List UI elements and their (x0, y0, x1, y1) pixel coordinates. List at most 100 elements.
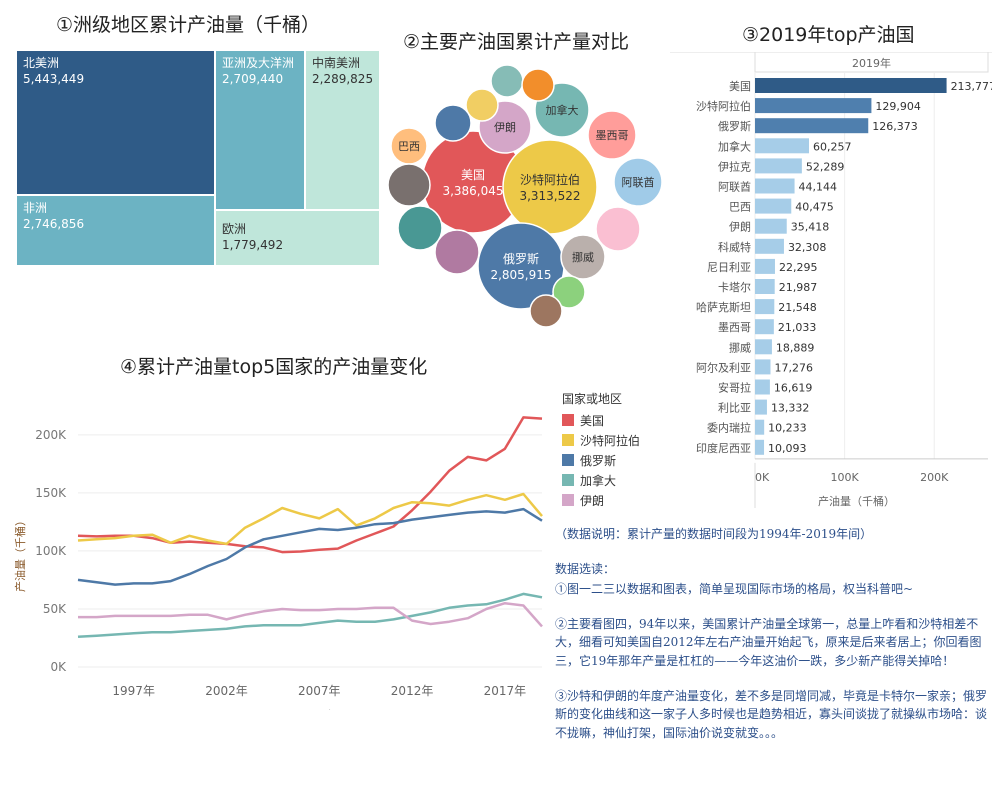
bar-15[interactable] (755, 359, 771, 375)
legend-swatch (562, 494, 574, 506)
bar-19[interactable] (755, 439, 765, 455)
x-tick-label: 200K (920, 471, 949, 484)
legend-title: 国家或地区 (562, 392, 623, 406)
legend-item-us[interactable]: 美国 (562, 410, 640, 430)
treemap-label: 欧洲 (222, 222, 247, 236)
bar-category-label: 伊朗 (729, 221, 751, 234)
bar-5[interactable] (755, 158, 802, 174)
bar-2[interactable] (755, 98, 872, 114)
bar-3[interactable] (755, 118, 869, 134)
bubble-label: 美国 (461, 168, 485, 182)
y-tick-label: 200K (35, 428, 67, 442)
bubble-unlabeled-11[interactable] (490, 64, 524, 98)
bar-8[interactable] (755, 218, 787, 234)
treemap-label: 北美洲 (23, 56, 60, 70)
bar-category-label: 伊拉克 (718, 159, 751, 173)
series-line-iran[interactable] (78, 601, 543, 628)
series-line-russia[interactable] (77, 507, 543, 586)
bar-category-label: 阿联酋 (718, 180, 751, 194)
x-tick-label: 100K (831, 471, 860, 484)
x-axis-label: 产油量（千桶） (818, 494, 895, 508)
bubble-6[interactable] (587, 110, 637, 160)
treemap-cell-south-america[interactable]: 中南美洲 2,289,825 (305, 50, 380, 210)
series-line-canada[interactable] (77, 592, 543, 639)
series-line-saudi[interactable] (77, 492, 543, 546)
treemap-value: 2,709,440 (222, 72, 284, 87)
bar-value-label: 21,548 (778, 301, 817, 314)
bubble-unlabeled-19[interactable] (529, 294, 563, 328)
bar-9[interactable] (755, 238, 784, 254)
bar-category-label: 墨西哥 (718, 321, 751, 334)
bar-category-label: 委内瑞拉 (707, 421, 751, 435)
bubble-unlabeled-17[interactable] (595, 206, 641, 252)
legend-item-saudi[interactable]: 沙特阿拉伯 (562, 430, 640, 450)
bubble-chart-title: ②主要产油国累计产量对比 (403, 31, 630, 53)
bar-category-label: 卡塔尔 (718, 281, 751, 294)
treemap-cell-north-america[interactable]: 北美洲 5,443,449 (16, 50, 215, 195)
series-line-us[interactable] (77, 416, 543, 554)
bar-value-label: 17,276 (774, 361, 813, 374)
bubble-unlabeled-10[interactable] (465, 88, 499, 122)
bar-value-label: 21,033 (778, 321, 817, 334)
bar-value-label: 35,418 (791, 221, 830, 234)
bar-category-label: 美国 (729, 80, 751, 93)
y-tick-label: 0K (50, 660, 67, 674)
x-tick-label: 1997年 (112, 684, 155, 698)
bubble-8[interactable] (560, 234, 606, 280)
bar-value-label: 40,475 (795, 201, 834, 214)
bubble-unlabeled-15[interactable] (397, 205, 443, 251)
bubble-unlabeled-16[interactable] (434, 229, 480, 275)
bar-10[interactable] (755, 258, 775, 274)
header-cell (754, 52, 989, 73)
bar-14[interactable] (755, 339, 772, 355)
bubble-7[interactable] (613, 157, 663, 207)
treemap-value: 2,746,856 (23, 217, 85, 232)
x-tick-label: 2007年 (298, 684, 341, 698)
legend-label: 沙特阿拉伯 (580, 433, 641, 448)
legend-item-russia[interactable]: 俄罗斯 (562, 450, 640, 470)
treemap-cell-europe[interactable]: 欧洲 1,779,492 (215, 210, 380, 266)
bar-value-label: 126,373 (872, 120, 918, 133)
bar-11[interactable] (755, 279, 775, 294)
legend-item-canada[interactable]: 加拿大 (562, 470, 640, 490)
bar-category-label: 哈萨克斯坦 (696, 300, 751, 314)
bar-category-label: 印度尼西亚 (696, 441, 751, 455)
bubble-unlabeled-12[interactable] (521, 68, 555, 102)
treemap-label: 中南美洲 (312, 56, 361, 70)
bubble-value: 2,805,915 (490, 268, 551, 282)
bar-7[interactable] (755, 198, 792, 214)
bubble-chart: 美国 3,386,045 沙特阿拉伯 3,313,522 俄罗斯 2,805,915 加拿大… (387, 64, 663, 328)
y-tick-label: 50K (43, 602, 67, 616)
legend-label: 伊朗 (580, 493, 605, 508)
bar-13[interactable] (755, 319, 774, 335)
legend-item-iran[interactable]: 伊朗 (562, 490, 640, 510)
bubble-unlabeled-14[interactable] (387, 163, 431, 207)
bar-value-label: 22,295 (779, 261, 818, 274)
notes-point-1: ①图一二三以数据和图表，简单呈现国际市场的格局，权当科普吧~ (555, 582, 914, 597)
bar-value-label: 21,987 (779, 281, 818, 294)
line-chart-legend: 国家或地区 美国 沙特阿拉伯 俄罗斯 加拿大 伊朗 (562, 390, 640, 510)
x-tick-label: 2012年 (391, 684, 434, 698)
bubble-unlabeled-18[interactable] (552, 275, 586, 309)
bar-category-label: 利比亚 (718, 402, 751, 415)
bar-4[interactable] (755, 138, 809, 154)
treemap-cell-africa[interactable]: 非洲 2,746,856 (16, 195, 215, 266)
notes-data-description: （数据说明：累计产量的数据时间段为1994年-2019年间） (555, 527, 873, 541)
bubble-label: 俄罗斯 (503, 252, 539, 266)
treemap-value: 2,289,825 (312, 72, 374, 87)
bar-1[interactable] (755, 78, 947, 93)
rank-chart-title: ③2019年top产油国 (742, 24, 915, 46)
bubble-2[interactable] (502, 139, 598, 235)
treemap-cell-asia-oceania[interactable]: 亚洲及大洋洲 2,709,440 (215, 50, 305, 210)
bar-18[interactable] (755, 419, 765, 435)
bubble-unlabeled-13[interactable] (434, 104, 472, 142)
bar-12[interactable] (755, 299, 775, 315)
bar-category-label: 加拿大 (718, 139, 751, 153)
bar-value-label: 10,093 (768, 442, 807, 455)
bar-6[interactable] (755, 178, 795, 194)
bar-16[interactable] (755, 379, 770, 395)
bubble-label: 巴西 (398, 140, 420, 153)
legend-swatch (562, 474, 574, 486)
bar-17[interactable] (755, 399, 767, 415)
